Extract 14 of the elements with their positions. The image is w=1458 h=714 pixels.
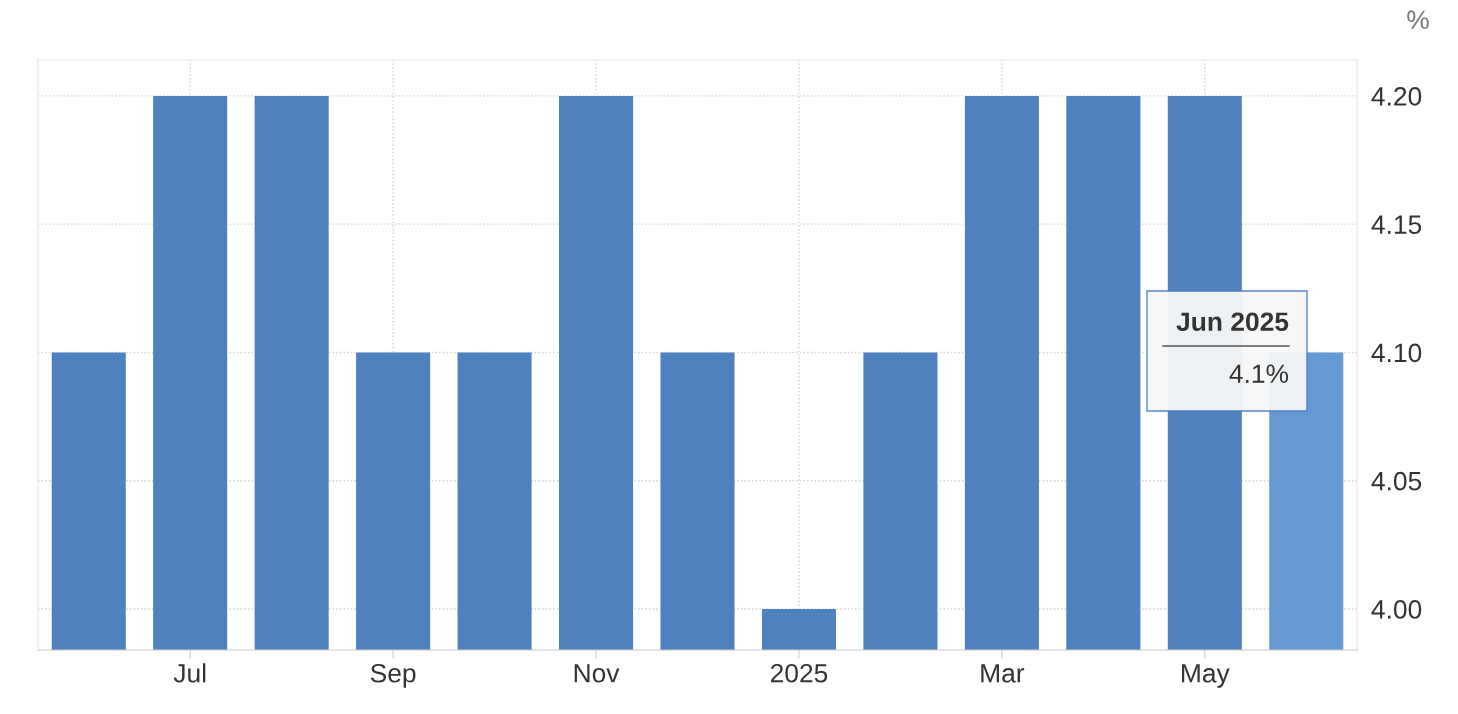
x-tick-label: Nov bbox=[574, 664, 620, 683]
x-tick-label: May bbox=[1182, 664, 1230, 688]
y-tick-label: 4.10 bbox=[1371, 343, 1422, 363]
y-tick-label: 4.05 bbox=[1371, 471, 1422, 491]
y-axis-title: % bbox=[1407, 10, 1429, 29]
y-tick-label: 4.00 bbox=[1371, 600, 1422, 619]
x-tick-label: Sep bbox=[370, 663, 416, 688]
annotation: Jun 2025 bbox=[1176, 312, 1289, 332]
x-tick-label: 2025 bbox=[770, 663, 828, 683]
x-tick-label: Mar bbox=[981, 664, 1025, 683]
y-tick-label: 4.15 bbox=[1371, 215, 1422, 234]
y-tick-label: 4.20 bbox=[1371, 87, 1422, 106]
x-tick-label: Jul bbox=[173, 663, 206, 683]
annotation: 4.1% bbox=[1229, 364, 1289, 383]
